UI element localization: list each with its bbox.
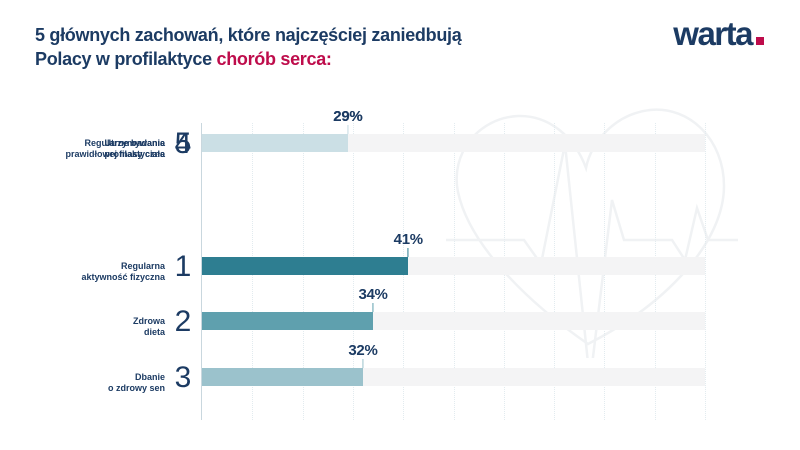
value-tick — [372, 303, 374, 312]
rank-number: 2 — [174, 305, 192, 338]
warta-logo: warta — [673, 16, 764, 52]
value-label: 29% — [333, 108, 363, 125]
bar-fill — [202, 312, 374, 330]
gridline — [705, 123, 706, 420]
value-tick — [347, 125, 349, 134]
title-line-1: 5 głównych zachowań, które najczęściej z… — [35, 25, 462, 45]
bar-row: Regularne badania profilaktyczne 5 29% — [35, 108, 765, 167]
value-tick — [362, 359, 364, 368]
rank-number: 1 — [174, 250, 192, 283]
bar-fill — [202, 368, 363, 386]
value-label: 29% — [333, 108, 363, 125]
bar-fill — [202, 257, 409, 275]
category-label: Regularna aktywność fizyczna — [81, 261, 165, 282]
page-title: 5 głównych zachowań, które najczęściej z… — [35, 23, 462, 71]
category-label: Dbanie o zdrowy sen — [107, 372, 165, 393]
category-label: Regularne badania profilaktyczne — [84, 138, 165, 159]
bar-chart: Regularna aktywność fizyczna 1 41% Zdrow… — [35, 108, 765, 432]
rank-number: 5 — [174, 127, 192, 160]
bar-row: Zdrowa dieta 2 34% — [35, 286, 765, 345]
bar-row: Dbanie o zdrowy sen 3 32% — [35, 342, 765, 401]
title-line-2-prefix: Polacy w profilaktyce — [35, 49, 217, 69]
title-highlight: chorób serca: — [216, 49, 332, 69]
value-label-wrap: 34% — [358, 286, 388, 312]
category-label: Utrzymywanie prawidłowej masy ciała — [65, 138, 165, 159]
value-label: 32% — [348, 342, 378, 359]
title-line-2: Polacy w profilaktyce chorób serca: — [35, 47, 461, 71]
value-label-wrap: 32% — [348, 342, 378, 368]
logo-dot-icon — [756, 37, 764, 45]
value-label: 41% — [393, 231, 423, 248]
category-label: Zdrowa dieta — [132, 316, 165, 337]
bar-row: Regularna aktywność fizyczna 1 41% — [35, 231, 765, 290]
value-label-wrap: 41% — [394, 231, 423, 257]
y-axis-line — [201, 123, 202, 420]
logo-text: warta — [673, 15, 753, 52]
bar-fill — [202, 134, 348, 152]
value-label-wrap: 29% — [333, 108, 363, 134]
value-label: 34% — [358, 286, 388, 303]
value-tick — [407, 248, 409, 257]
rank-number: 4 — [174, 127, 192, 160]
rank-number: 3 — [174, 361, 192, 394]
